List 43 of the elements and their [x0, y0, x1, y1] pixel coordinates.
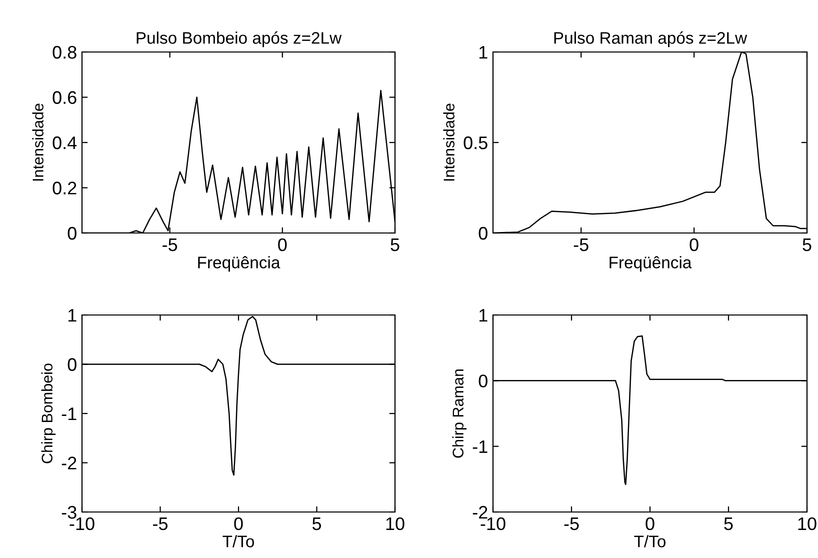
x-tick-label: -10 — [70, 517, 94, 530]
y-tick-label: -2 — [62, 456, 76, 470]
y-tick-label: 1 — [479, 309, 488, 322]
x-axis-title: T/To — [222, 535, 254, 548]
y-tick-label: 0.6 — [52, 91, 76, 104]
x-tick-label: -5 — [153, 518, 168, 530]
chart-title: Pulso Raman após z=2Lw — [554, 31, 748, 48]
x-axis-title: Freqüência — [610, 256, 692, 272]
x-tick-label: -10 — [480, 517, 506, 530]
x-tick-label: -5 — [564, 518, 579, 530]
x-tick-label: 5 — [390, 238, 400, 252]
x-tick-label: 0 — [278, 238, 287, 252]
y-tick-label: 0.5 — [464, 136, 488, 150]
y-tick-label: 0 — [478, 374, 488, 388]
chart-title: Pulso Bombeio após z=2Lw — [136, 31, 342, 48]
y-tick-label: 0.4 — [52, 136, 77, 150]
y-tick-label: -1 — [472, 440, 488, 453]
y-tick-label: 0.8 — [52, 46, 76, 59]
x-tick-label: -5 — [574, 238, 588, 252]
x-tick-label: 5 — [724, 518, 733, 530]
x-axis-title: T/To — [634, 535, 666, 548]
y-axis-title: Chirp Raman — [452, 369, 467, 458]
x-tick-label: 5 — [802, 238, 812, 252]
x-tick-label: 10 — [798, 517, 816, 530]
x-axis-title: Freqüência — [198, 256, 280, 272]
y-tick-label: 0 — [68, 226, 76, 240]
x-tick-label: 0 — [646, 517, 654, 530]
y-tick-label: -2 — [472, 506, 488, 519]
x-tick-label: 0 — [690, 238, 698, 252]
y-axis-title: Chirp Bombeio — [41, 364, 56, 464]
y-tick-label: -3 — [62, 506, 76, 519]
x-tick-label: -5 — [162, 238, 178, 252]
y-axis-title: Intensidade — [32, 104, 44, 181]
y-tick-label: 0.2 — [52, 182, 76, 194]
y-tick-label: 0 — [68, 358, 76, 371]
y-axis-title: Intensidade — [443, 104, 454, 181]
x-tick-label: 10 — [386, 517, 404, 530]
x-tick-label: 0 — [234, 517, 243, 530]
y-tick-label: 0 — [478, 226, 488, 240]
x-tick-label: 5 — [312, 518, 322, 530]
y-tick-label: -1 — [62, 408, 76, 420]
y-tick-label: 1 — [68, 309, 76, 322]
y-tick-label: 1 — [479, 46, 488, 59]
